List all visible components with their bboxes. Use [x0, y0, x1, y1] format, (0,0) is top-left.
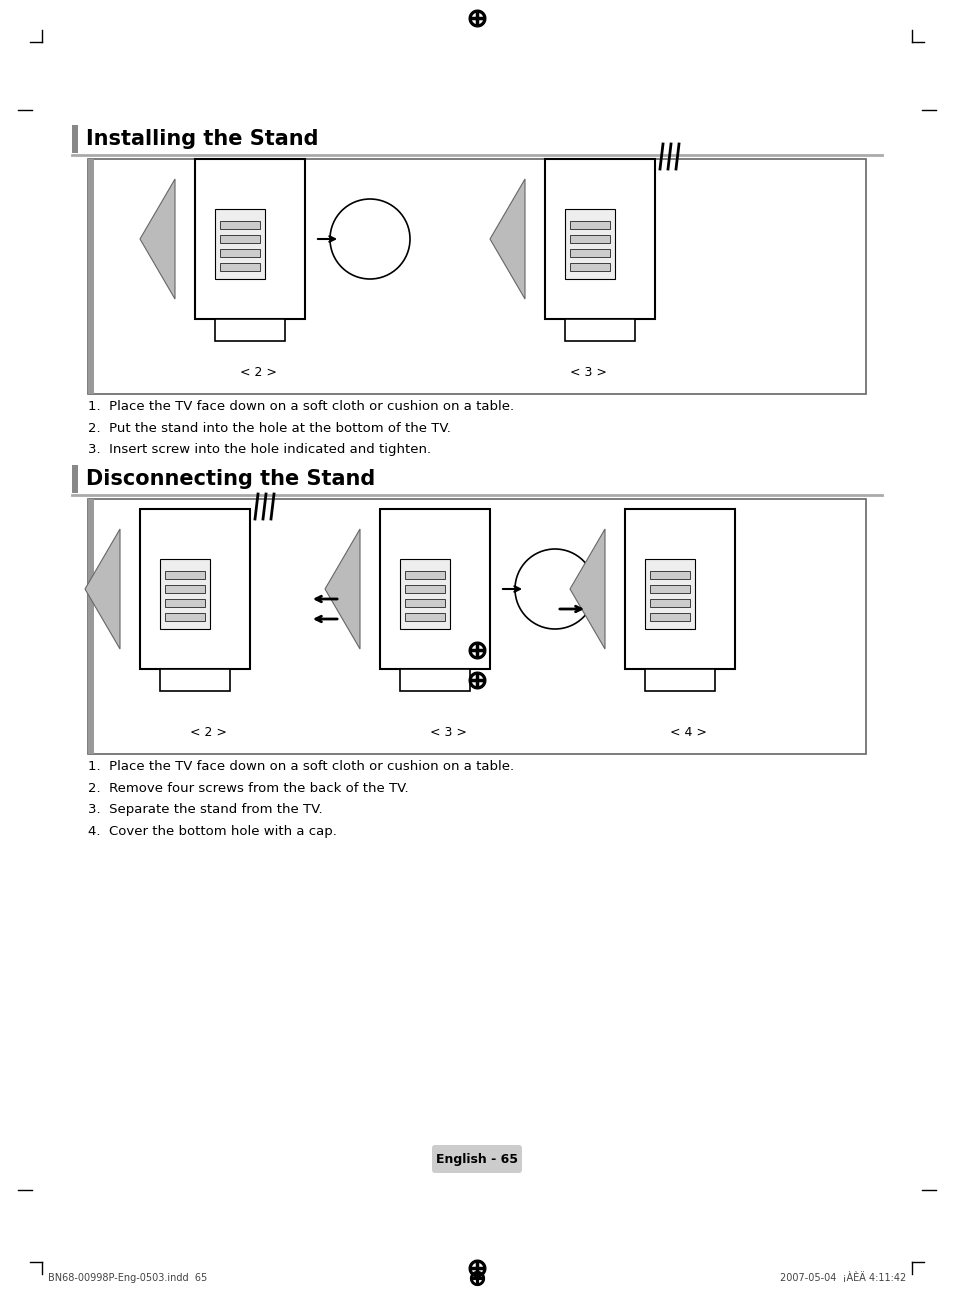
Text: Installing the Stand: Installing the Stand	[86, 129, 318, 149]
Bar	[405, 599, 444, 606]
Bar	[220, 235, 260, 243]
Bar	[399, 669, 470, 691]
Bar	[88, 159, 94, 394]
Text: English - 65: English - 65	[436, 1153, 517, 1166]
Bar	[569, 235, 609, 243]
Bar	[214, 209, 265, 279]
Bar	[569, 220, 609, 230]
Bar	[644, 669, 714, 691]
Text: 1.  Place the TV face down on a soft cloth or cushion on a table.: 1. Place the TV face down on a soft clot…	[88, 399, 514, 412]
Bar	[140, 509, 250, 669]
Bar	[165, 599, 205, 606]
Bar	[624, 509, 734, 669]
Text: < 2 >: < 2 >	[190, 726, 226, 739]
Bar	[71, 125, 78, 153]
Bar	[399, 559, 450, 629]
Polygon shape	[140, 179, 174, 299]
Bar	[649, 585, 689, 593]
Text: 2007-05-04  ¡ÀÈÄ 4:11:42: 2007-05-04 ¡ÀÈÄ 4:11:42	[779, 1273, 905, 1283]
Text: < 3 >: < 3 >	[569, 366, 606, 379]
Bar	[569, 263, 609, 271]
Text: 4.  Cover the bottom hole with a cap.: 4. Cover the bottom hole with a cap.	[88, 825, 336, 838]
Bar	[569, 249, 609, 257]
Text: 2.  Put the stand into the hole at the bottom of the TV.: 2. Put the stand into the hole at the bo…	[88, 421, 451, 434]
Bar	[160, 559, 210, 629]
Text: BN68-00998P-Eng-0503.indd  65: BN68-00998P-Eng-0503.indd 65	[48, 1273, 207, 1283]
Bar	[379, 509, 490, 669]
Text: < 4 >: < 4 >	[669, 726, 706, 739]
Bar	[88, 499, 94, 754]
Polygon shape	[490, 179, 524, 299]
Bar	[220, 220, 260, 230]
Bar	[88, 159, 865, 394]
Circle shape	[330, 200, 410, 279]
Bar	[165, 585, 205, 593]
Bar	[644, 559, 695, 629]
Bar	[160, 669, 230, 691]
Bar	[220, 263, 260, 271]
Bar	[71, 466, 78, 493]
Bar	[165, 571, 205, 579]
Bar	[564, 319, 635, 342]
Bar	[405, 613, 444, 621]
Text: < 3 >: < 3 >	[429, 726, 466, 739]
Polygon shape	[85, 529, 120, 649]
Bar	[165, 613, 205, 621]
Bar	[194, 159, 305, 319]
Bar	[564, 209, 615, 279]
Bar	[88, 499, 865, 754]
FancyBboxPatch shape	[432, 1145, 521, 1174]
Bar	[544, 159, 655, 319]
Bar	[649, 613, 689, 621]
Text: 3.  Insert screw into the hole indicated and tighten.: 3. Insert screw into the hole indicated …	[88, 443, 431, 456]
Text: < 2 >: < 2 >	[239, 366, 276, 379]
Bar	[649, 599, 689, 606]
Circle shape	[515, 549, 595, 629]
Polygon shape	[569, 529, 604, 649]
Bar	[405, 571, 444, 579]
Text: 1.  Place the TV face down on a soft cloth or cushion on a table.: 1. Place the TV face down on a soft clot…	[88, 759, 514, 772]
Bar	[405, 585, 444, 593]
Bar	[220, 249, 260, 257]
Text: 2.  Remove four screws from the back of the TV.: 2. Remove four screws from the back of t…	[88, 781, 408, 794]
Text: 3.  Separate the stand from the TV.: 3. Separate the stand from the TV.	[88, 803, 322, 816]
Polygon shape	[325, 529, 359, 649]
Text: Disconnecting the Stand: Disconnecting the Stand	[86, 469, 375, 489]
Bar	[649, 571, 689, 579]
Bar	[214, 319, 285, 342]
